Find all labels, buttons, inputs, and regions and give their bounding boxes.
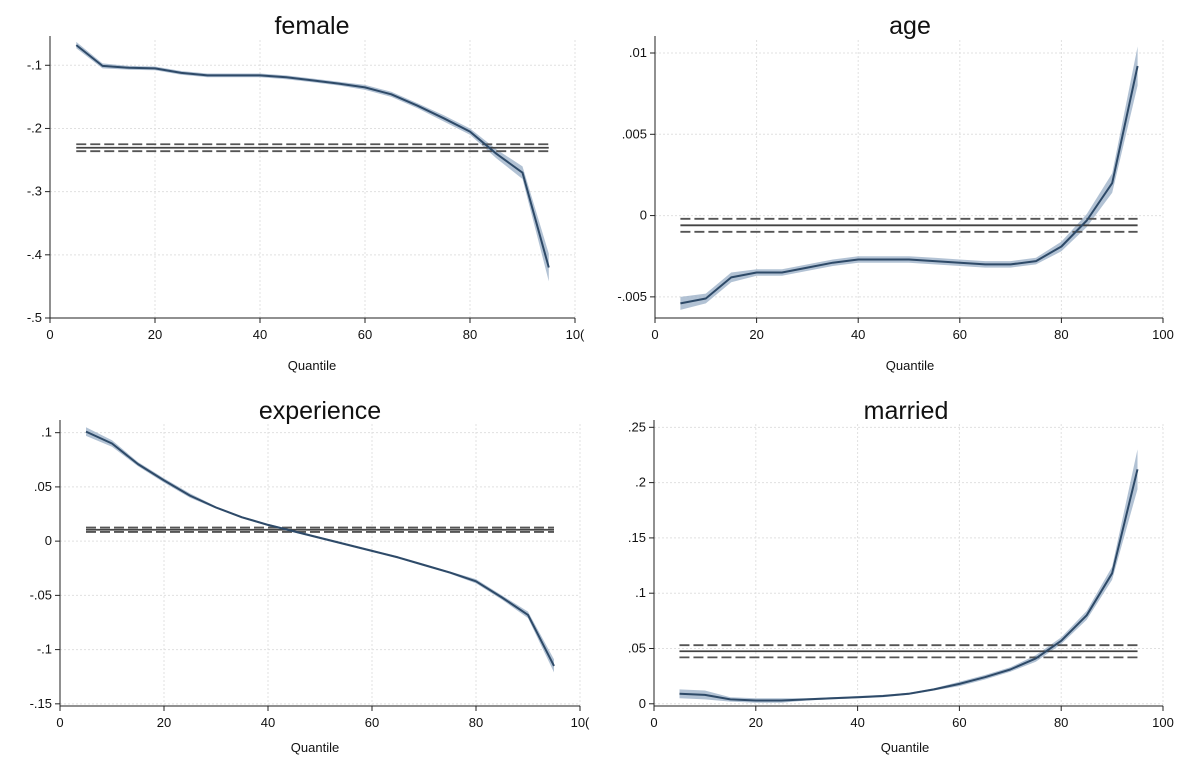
y-tick-label: .1	[635, 585, 646, 600]
x-tick-label: 40	[253, 327, 267, 342]
x-tick-label: 0	[56, 715, 63, 730]
y-tick-label: 0	[639, 696, 646, 711]
x-tick-label: 100	[1152, 715, 1174, 730]
plot-area: -.1 -.2 -.3 -.4 -.5 0 20 40 60 80 10(	[27, 36, 585, 342]
x-tick-label: 80	[463, 327, 477, 342]
confidence-band	[680, 46, 1138, 310]
x-tick-label: 80	[1054, 715, 1068, 730]
x-tick-label: 40	[851, 327, 865, 342]
x-tick-label: 10(	[566, 327, 585, 342]
confidence-band	[86, 427, 554, 673]
x-tick-label: 80	[1054, 327, 1068, 342]
x-axis-label: Quantile	[886, 358, 934, 373]
x-axis-label: Quantile	[288, 358, 336, 373]
y-tick-label: .05	[34, 479, 52, 494]
x-axis-label: Quantile	[881, 740, 929, 755]
y-tick-label: -.05	[30, 587, 52, 602]
x-tick-label: 20	[749, 715, 763, 730]
y-tick-label: -.1	[37, 642, 52, 657]
x-tick-label: 0	[46, 327, 53, 342]
panel-experience: experience .1 .05 0 -.05 -.1 -.15 0 20 40 60 80 10(…	[30, 397, 590, 755]
x-tick-label: 0	[650, 715, 657, 730]
y-tick-label: 0	[640, 208, 647, 223]
y-tick-label: -.5	[27, 310, 42, 325]
y-tick-label: -.005	[617, 289, 647, 304]
y-tick-label: .05	[628, 640, 646, 655]
x-tick-label: 60	[953, 327, 967, 342]
panel-title: experience	[259, 397, 381, 425]
x-tick-label: 40	[261, 715, 275, 730]
panel-married: married .25 .2 .15 .1 .05 00 20 40 60 80 100 Quant…	[628, 397, 1174, 755]
x-tick-label: 20	[749, 327, 763, 342]
panel-title: married	[864, 397, 949, 425]
x-tick-label: 20	[157, 715, 171, 730]
quantile-coefficient-line	[85, 430, 555, 667]
x-tick-label: 60	[365, 715, 379, 730]
y-tick-label: -.15	[30, 696, 52, 711]
x-tick-label: 60	[952, 715, 966, 730]
y-tick-label: .1	[41, 425, 52, 440]
y-tick-label: .15	[628, 530, 646, 545]
confidence-band	[679, 449, 1138, 703]
quantile-coefficient-line	[75, 44, 550, 268]
y-tick-label: 0	[45, 533, 52, 548]
y-tick-label: .01	[629, 45, 647, 60]
y-tick-label: .005	[622, 126, 647, 141]
panel-age: age .01 .005 0 -.005 0 20 40 60 80 100 Quantile	[617, 12, 1173, 373]
y-tick-label: -.4	[27, 247, 42, 262]
x-tick-label: 20	[148, 327, 162, 342]
confidence-band	[76, 41, 549, 282]
y-tick-label: -.1	[27, 57, 42, 72]
panel-title: female	[274, 12, 349, 40]
x-tick-label: 40	[850, 715, 864, 730]
x-tick-label: 0	[651, 327, 658, 342]
y-tick-label: -.2	[27, 120, 42, 135]
y-tick-label: .2	[635, 475, 646, 490]
y-tick-label: -.3	[27, 184, 42, 199]
panel-female: female -.1 -.2 -.3 -.4 -.5 0 20 40 60 80 10( Quant…	[27, 12, 585, 373]
x-tick-label: 10(	[571, 715, 590, 730]
plot-area: .25 .2 .15 .1 .05 00 20 40 60 80 100	[628, 419, 1174, 730]
panel-title: age	[889, 12, 931, 40]
y-tick-label: .25	[628, 419, 646, 434]
plot-area: .1 .05 0 -.05 -.1 -.15 0 20 40 60 80 10(	[30, 420, 590, 730]
x-tick-label: 80	[469, 715, 483, 730]
quantile-coefficient-line	[680, 65, 1139, 305]
x-tick-label: 60	[358, 327, 372, 342]
quantile-coefficient-line	[679, 469, 1139, 702]
x-tick-label: 100	[1152, 327, 1174, 342]
x-axis-label: Quantile	[291, 740, 339, 755]
plot-area: .01 .005 0 -.005 0 20 40 60 80 100	[617, 36, 1174, 342]
